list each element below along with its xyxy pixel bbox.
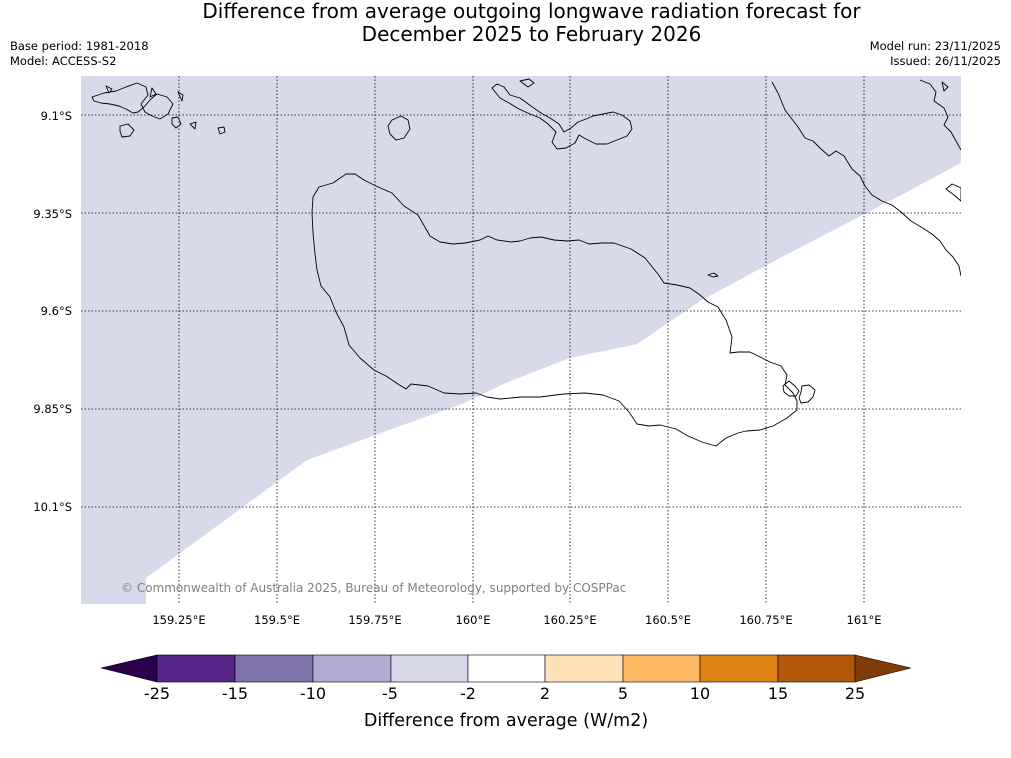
colorbar-segment	[622, 654, 701, 683]
lon-label: 159.5°E	[254, 613, 300, 627]
russell-islands-coastline	[91, 82, 226, 138]
lat-label: 10.1°S	[33, 500, 72, 514]
colorbar-segment	[777, 654, 856, 683]
lon-label: 159.25°E	[152, 613, 205, 627]
small-islet-coastline	[707, 272, 719, 278]
santa-isabel-coastline	[771, 81, 961, 277]
lat-label: 9.6°S	[41, 304, 72, 318]
colorbar-extend-high	[854, 654, 912, 683]
colorbar-tick-label: -25	[144, 684, 170, 703]
colorbar-segment	[544, 654, 624, 683]
coastlines	[91, 78, 961, 447]
colorbar-tick-label: -5	[382, 684, 398, 703]
map-title: Difference from average outgoing longwav…	[0, 0, 1011, 46]
lon-label: 159.75°E	[348, 613, 401, 627]
lon-label: 161°E	[847, 613, 882, 627]
title-line-2: December 2025 to February 2026	[361, 22, 702, 46]
colorbar-tick-label: 5	[618, 684, 628, 703]
lat-label: 9.35°S	[33, 207, 72, 221]
base-period-text: Base period: 1981-2018	[10, 39, 149, 53]
colorbar-tick-label: 25	[845, 684, 865, 703]
model-run-text: Model run: 23/11/2025	[869, 39, 1001, 53]
lat-label: 9.1°S	[41, 109, 72, 123]
colorbar-tick-label: -15	[222, 684, 248, 703]
meta-right: Model run: 23/11/2025 Issued: 26/11/2025	[870, 39, 1001, 69]
latitude-labels: 9.1°S 9.35°S 9.6°S 9.85°S 10.1°S	[33, 109, 72, 514]
colorbar-segment	[312, 654, 392, 683]
east-point-islets-coastline	[782, 380, 816, 404]
colorbar-segment	[390, 654, 469, 683]
map-panel	[81, 76, 961, 604]
lat-label: 9.85°S	[33, 402, 72, 416]
colorbar-tick-label: -2	[460, 684, 476, 703]
lon-label: 160.75°E	[739, 613, 792, 627]
colorbar-tick-label: -10	[300, 684, 326, 703]
lon-label: 160.5°E	[645, 613, 691, 627]
longitude-labels: 159.25°E 159.5°E 159.75°E 160°E 160.25°E…	[152, 613, 881, 627]
colorbar-segment	[467, 654, 546, 683]
model-text: Model: ACCESS-S2	[10, 54, 117, 68]
gridlines	[81, 76, 961, 604]
colorbar-segment	[234, 654, 314, 683]
colorbar: -25 -15 -10 -5 -2 2 5 10 15 25 Differenc…	[100, 654, 912, 731]
title-line-1: Difference from average outgoing longwav…	[202, 0, 861, 23]
guadalcanal-coastline	[311, 173, 798, 447]
colorbar-segment	[156, 654, 236, 683]
meta-left: Base period: 1981-2018 Model: ACCESS-S2	[10, 39, 149, 69]
florida-islands-coastline	[491, 78, 633, 150]
colorbar-extend-low	[100, 654, 158, 683]
colorbar-tick-label: 2	[540, 684, 550, 703]
issued-text: Issued: 26/11/2025	[890, 54, 1001, 68]
colorbar-tick-label: 15	[768, 684, 788, 703]
choiseul-coastline	[919, 79, 961, 151]
lon-label: 160°E	[456, 613, 491, 627]
colorbar-segment	[699, 654, 779, 683]
lon-label: 160.25°E	[543, 613, 596, 627]
savo-island-coastline	[387, 115, 411, 141]
anomaly-shaded-region	[81, 76, 961, 604]
copyright-notice: © Commonwealth of Australia 2025, Bureau…	[121, 581, 626, 595]
colorbar-title: Difference from average (W/m2)	[364, 711, 648, 731]
colorbar-tick-label: 10	[690, 684, 710, 703]
